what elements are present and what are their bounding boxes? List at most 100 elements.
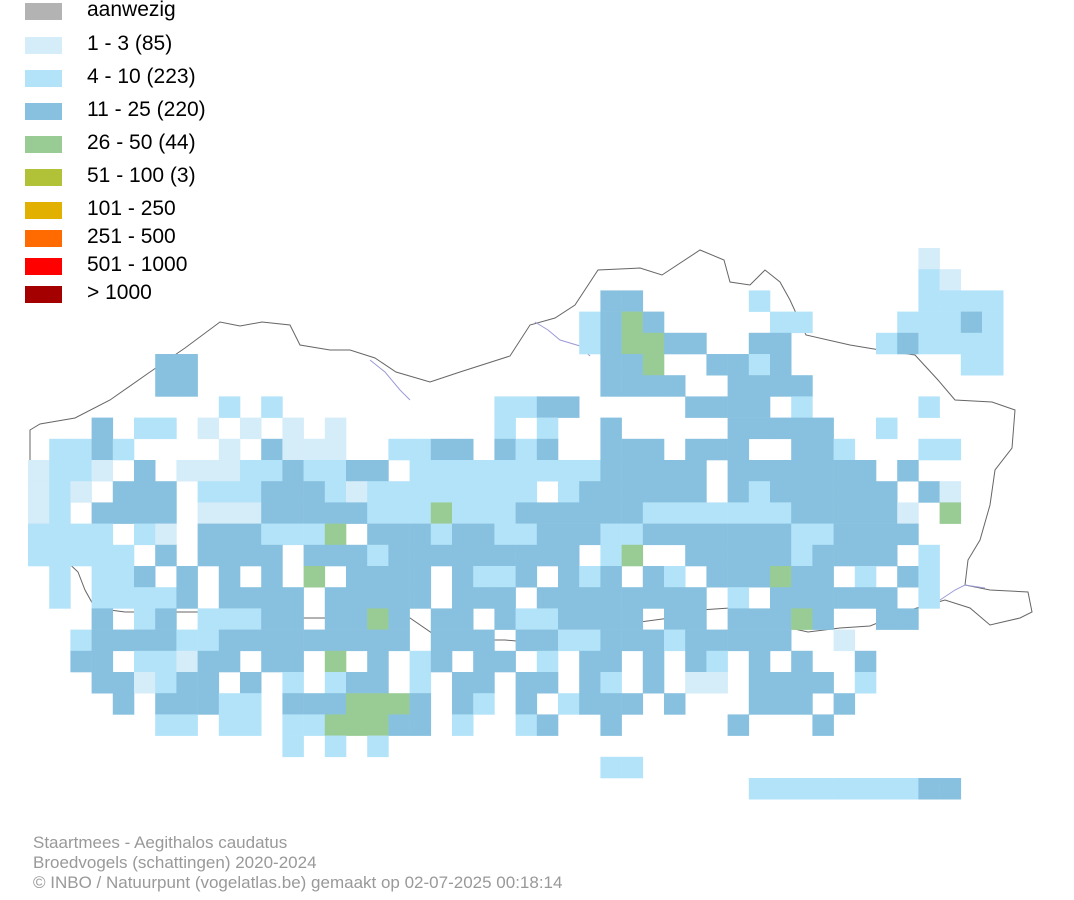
grid-cell — [409, 438, 432, 461]
grid-cell — [558, 629, 580, 652]
grid-cell — [430, 629, 453, 652]
grid-cell — [324, 714, 347, 736]
grid-cell — [600, 587, 622, 609]
grid-cell — [134, 481, 156, 503]
grid-cell — [303, 544, 326, 567]
grid-cell — [748, 523, 771, 546]
grid-cell — [770, 544, 792, 567]
grid-cell — [748, 332, 771, 355]
grid-cell — [240, 460, 262, 482]
grid-cell — [494, 396, 516, 418]
grid-cell — [324, 650, 347, 673]
grid-cell — [303, 566, 326, 588]
grid-cell — [112, 502, 135, 524]
grid-cell — [240, 587, 262, 609]
river-line — [939, 584, 986, 601]
legend-swatch — [25, 258, 62, 275]
grid-cell — [155, 672, 177, 694]
grid-cell — [897, 332, 919, 355]
grid-cell — [218, 608, 241, 630]
grid-cell — [876, 481, 898, 503]
grid-cell — [197, 544, 220, 567]
grid-cell — [727, 502, 750, 524]
grid-cell — [473, 672, 495, 694]
grid-cell — [282, 523, 304, 546]
grid-cell — [579, 332, 601, 355]
grid-cell — [197, 417, 220, 440]
grid-cell — [600, 608, 622, 630]
grid-cell — [367, 481, 389, 503]
grid-cell — [748, 672, 771, 694]
grid-cell — [452, 460, 474, 482]
grid-cell — [91, 566, 114, 588]
grid-cell — [621, 460, 644, 482]
grid-cell — [324, 502, 347, 524]
legend-label: 1 - 3 (85) — [87, 32, 173, 55]
grid-cell — [28, 544, 50, 567]
grid-cell — [134, 587, 156, 609]
grid-cell — [960, 354, 983, 376]
grid-cell — [748, 650, 771, 673]
grid-cell — [515, 544, 538, 567]
grid-cell — [579, 587, 601, 609]
grid-cell — [706, 354, 728, 376]
grid-cell — [897, 502, 919, 524]
grid-cell — [430, 544, 453, 567]
grid-cell — [197, 672, 220, 694]
grid-cell — [536, 502, 559, 524]
grid-cell — [812, 502, 834, 524]
grid-cell — [876, 523, 898, 546]
grid-cell — [918, 290, 940, 312]
grid-cell — [770, 693, 792, 715]
grid-cell — [621, 438, 644, 461]
grid-cell — [939, 332, 962, 355]
grid-cell — [621, 608, 644, 630]
grid-cell — [134, 417, 156, 440]
grid-cell — [982, 332, 1004, 355]
grid-cell — [261, 438, 283, 461]
legend-label: > 1000 — [87, 281, 152, 304]
grid-cell — [854, 460, 877, 482]
grid-cell — [706, 629, 728, 652]
grid-cell — [770, 778, 792, 800]
grid-cell — [261, 566, 283, 588]
grid-cell — [91, 587, 114, 609]
grid-cell — [621, 587, 644, 609]
grid-cell — [515, 396, 538, 418]
grid-cell — [642, 587, 665, 609]
grid-cell — [812, 481, 834, 503]
grid-cell — [791, 502, 813, 524]
grid-cell — [367, 714, 389, 736]
grid-cell — [812, 566, 834, 588]
grid-cell — [155, 693, 177, 715]
grid-cell — [791, 396, 813, 418]
grid-cell — [70, 438, 92, 461]
grid-cell — [367, 587, 389, 609]
grid-cell — [91, 629, 114, 652]
grid-cell — [727, 481, 750, 503]
grid-cell — [261, 460, 283, 482]
grid-cell — [515, 566, 538, 588]
grid-cell — [197, 608, 220, 630]
grid-cell — [770, 460, 792, 482]
grid-cell — [727, 587, 750, 609]
grid-cell — [558, 693, 580, 715]
grid-cell — [600, 417, 622, 440]
grid-cell — [748, 566, 771, 588]
river-line — [369, 359, 411, 401]
grid-cell — [706, 396, 728, 418]
grid-cell — [642, 566, 665, 588]
grid-cell — [452, 502, 474, 524]
grid-cell — [303, 460, 326, 482]
grid-cell — [558, 608, 580, 630]
grid-cell — [833, 693, 856, 715]
grid-cell — [642, 354, 665, 376]
grid-cell — [282, 629, 304, 652]
grid-cell — [240, 629, 262, 652]
grid-cell — [621, 481, 644, 503]
grid-cell — [791, 523, 813, 546]
grid-cell — [812, 778, 834, 800]
grid-cell — [388, 714, 410, 736]
grid-cell — [282, 481, 304, 503]
grid-cell — [452, 523, 474, 546]
